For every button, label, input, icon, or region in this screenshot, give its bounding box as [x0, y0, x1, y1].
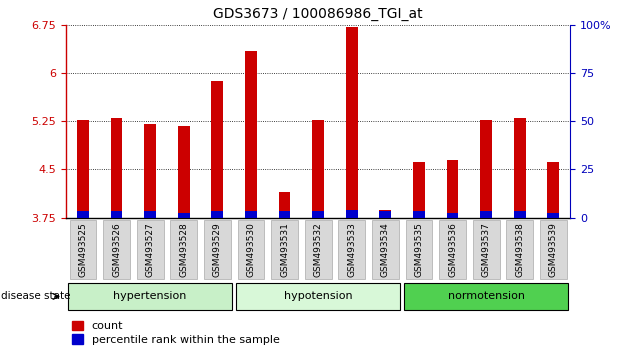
- FancyBboxPatch shape: [170, 220, 197, 279]
- Text: GSM493529: GSM493529: [213, 222, 222, 277]
- Text: GSM493527: GSM493527: [146, 222, 154, 277]
- FancyBboxPatch shape: [204, 220, 231, 279]
- Bar: [547, 212, 559, 218]
- Text: GSM493526: GSM493526: [112, 222, 121, 277]
- FancyBboxPatch shape: [372, 220, 399, 279]
- Text: GSM493532: GSM493532: [314, 222, 323, 277]
- FancyBboxPatch shape: [472, 220, 500, 279]
- Text: GSM493539: GSM493539: [549, 222, 558, 277]
- FancyBboxPatch shape: [305, 220, 331, 279]
- Bar: [278, 192, 290, 218]
- Text: GSM493534: GSM493534: [381, 222, 390, 277]
- Bar: [178, 126, 190, 218]
- Bar: [245, 211, 257, 218]
- Title: GDS3673 / 100086986_TGI_at: GDS3673 / 100086986_TGI_at: [214, 7, 423, 21]
- Text: GSM493531: GSM493531: [280, 222, 289, 277]
- Bar: [312, 120, 324, 218]
- Text: GSM493535: GSM493535: [415, 222, 423, 277]
- Bar: [514, 211, 525, 218]
- Bar: [144, 125, 156, 218]
- Text: GSM493538: GSM493538: [515, 222, 524, 277]
- FancyBboxPatch shape: [338, 220, 365, 279]
- Bar: [346, 210, 358, 218]
- Bar: [212, 81, 223, 218]
- Bar: [480, 120, 492, 218]
- FancyBboxPatch shape: [69, 220, 96, 279]
- Bar: [379, 210, 391, 218]
- FancyBboxPatch shape: [68, 283, 232, 310]
- Bar: [547, 162, 559, 218]
- Bar: [346, 27, 358, 218]
- Bar: [447, 160, 459, 218]
- FancyBboxPatch shape: [439, 220, 466, 279]
- Text: GSM493537: GSM493537: [482, 222, 491, 277]
- Bar: [278, 211, 290, 218]
- Text: GSM493536: GSM493536: [448, 222, 457, 277]
- Bar: [514, 118, 525, 218]
- Text: GSM493530: GSM493530: [246, 222, 255, 277]
- FancyBboxPatch shape: [238, 220, 265, 279]
- Text: GSM493525: GSM493525: [79, 222, 88, 277]
- Bar: [111, 118, 122, 218]
- Bar: [245, 51, 257, 218]
- FancyBboxPatch shape: [540, 220, 567, 279]
- Text: normotension: normotension: [448, 291, 525, 302]
- Bar: [480, 211, 492, 218]
- Bar: [212, 211, 223, 218]
- Text: hypertension: hypertension: [113, 291, 187, 302]
- Bar: [178, 212, 190, 218]
- Legend: count, percentile rank within the sample: count, percentile rank within the sample: [72, 321, 280, 345]
- FancyBboxPatch shape: [271, 220, 298, 279]
- Bar: [77, 211, 89, 218]
- Bar: [144, 211, 156, 218]
- Text: GSM493528: GSM493528: [180, 222, 188, 277]
- Bar: [379, 211, 391, 218]
- FancyBboxPatch shape: [103, 220, 130, 279]
- Text: hypotension: hypotension: [284, 291, 352, 302]
- FancyBboxPatch shape: [406, 220, 432, 279]
- FancyBboxPatch shape: [507, 220, 533, 279]
- Bar: [111, 211, 122, 218]
- FancyBboxPatch shape: [404, 283, 568, 310]
- Text: disease state: disease state: [1, 291, 70, 302]
- Bar: [77, 120, 89, 218]
- FancyBboxPatch shape: [236, 283, 401, 310]
- FancyBboxPatch shape: [137, 220, 164, 279]
- Bar: [447, 212, 459, 218]
- Bar: [413, 211, 425, 218]
- Bar: [312, 211, 324, 218]
- Bar: [413, 162, 425, 218]
- Text: GSM493533: GSM493533: [347, 222, 356, 277]
